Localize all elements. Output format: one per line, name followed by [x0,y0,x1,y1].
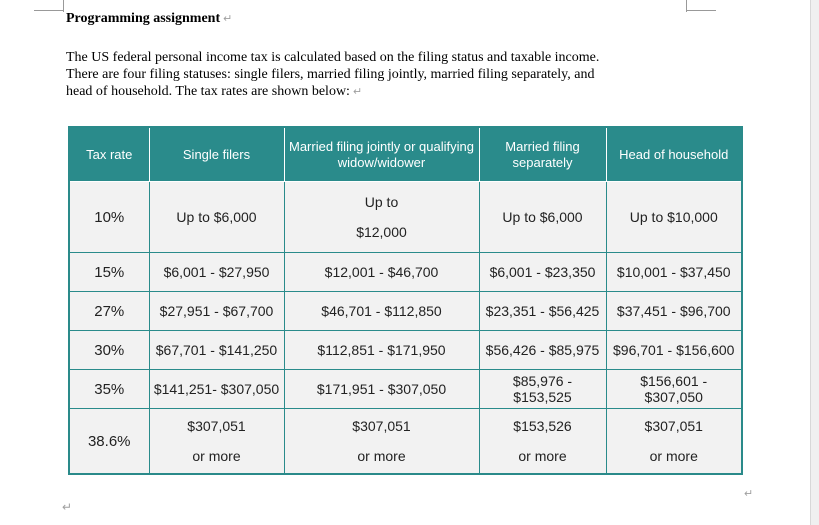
table-row: 30% $67,701 - $141,250 $112,851 - $171,9… [68,330,743,370]
table-row: 15% $6,001 - $27,950 $12,001 - $46,700 $… [68,252,743,292]
cell-line: or more [518,448,567,464]
paragraph-line: There are four filing statuses: single f… [66,67,595,82]
header-married-jointly: Married filing jointly or qualifying wid… [283,126,480,182]
cell-line: or more [357,448,406,464]
cell-hoh: Up to $10,000 [605,181,743,253]
paragraph-mark-icon: ↵ [62,500,73,514]
cell-rate: 38.6% [68,408,150,475]
table-row: 35% $141,251- $307,050 $171,951 - $307,0… [68,369,743,409]
paragraph-mark-icon: ↵ [744,488,754,500]
header-married-separately: Married filing separately [478,126,607,182]
cell-hoh: $156,601 - $307,050 [605,369,743,409]
cell-single: $141,251- $307,050 [148,369,285,409]
cell-hoh: $10,001 - $37,450 [605,252,743,292]
paragraph-mark-icon: ↵ [223,13,233,25]
cell-joint: $12,001 - $46,700 [283,252,480,292]
cell-line: $307,051 [187,418,246,434]
cell-line: or more [649,448,698,464]
cell-separate: $85,976 - $153,525 [478,369,607,409]
cell-separate: $153,526 or more [478,408,607,475]
cell-hoh: $37,451 - $96,700 [605,291,743,331]
cell-joint: $46,701 - $112,850 [283,291,480,331]
table-row: 10% Up to $6,000 Up to $12,000 Up to $6,0… [68,181,743,253]
cell-single: $307,051 or more [148,408,285,475]
document-heading: Programming assignment ↵ [66,11,232,27]
paragraph-line: head of household. The tax rates are sho… [66,84,350,99]
cell-separate: $23,351 - $56,425 [478,291,607,331]
cell-joint: $171,951 - $307,050 [283,369,480,409]
header-tax-rate: Tax rate [68,126,150,182]
header-single-filers: Single filers [148,126,285,182]
cell-single: Up to $6,000 [148,181,285,253]
cell-hoh: $96,701 - $156,600 [605,330,743,370]
cell-hoh: $307,051 or more [605,408,743,475]
cell-joint: Up to $12,000 [283,181,480,253]
intro-paragraph: The US federal personal income tax is ca… [66,49,706,101]
cell-joint: $112,851 - $171,950 [283,330,480,370]
paragraph-line: The US federal personal income tax is ca… [66,50,600,65]
cell-single: $67,701 - $141,250 [148,330,285,370]
cell-separate: $56,426 - $85,975 [478,330,607,370]
cell-separate: Up to $6,000 [478,181,607,253]
table-row: 27% $27,951 - $67,700 $46,701 - $112,850… [68,291,743,331]
cell-line: $307,051 [352,418,411,434]
cell-line: $307,051 [644,418,703,434]
page-corner-mark [686,10,716,11]
cell-rate: 15% [68,252,150,292]
cell-rate: 35% [68,369,150,409]
paragraph-mark-icon: ↵ [352,86,363,98]
page-corner-mark [34,10,64,11]
tax-rate-table: Tax rate Single filers Married filing jo… [68,126,743,475]
cell-rate: 30% [68,330,150,370]
cell-separate: $6,001 - $23,350 [478,252,607,292]
heading-text: Programming assignment [66,11,221,26]
page-corner-mark [686,0,687,12]
table-header-row: Tax rate Single filers Married filing jo… [68,126,743,182]
table-row: 38.6% $307,051 or more $307,051 or more $1… [68,408,743,475]
cell-line: Up to [364,194,399,210]
page-corner-mark [63,0,64,12]
cell-rate: 27% [68,291,150,331]
page-edge [810,0,819,525]
header-head-of-household: Head of household [605,126,743,182]
cell-line: $12,000 [356,224,407,240]
cell-single: $6,001 - $27,950 [148,252,285,292]
cell-line: $153,526 [513,418,572,434]
cell-single: $27,951 - $67,700 [148,291,285,331]
cell-rate: 10% [68,181,150,253]
cell-line: or more [192,448,241,464]
cell-joint: $307,051 or more [283,408,480,475]
